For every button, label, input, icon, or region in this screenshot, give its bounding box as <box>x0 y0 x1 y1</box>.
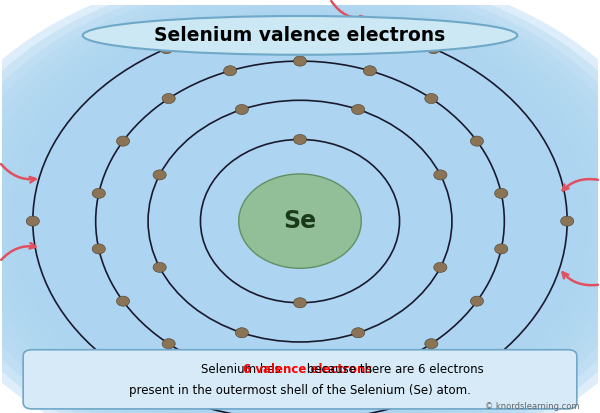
Text: 6 valence electrons: 6 valence electrons <box>242 363 372 376</box>
Ellipse shape <box>0 4 600 413</box>
Ellipse shape <box>92 244 106 254</box>
Text: Selenium valence electrons: Selenium valence electrons <box>154 26 446 45</box>
Ellipse shape <box>162 93 175 104</box>
Text: because there are 6 electrons: because there are 6 electrons <box>303 363 484 376</box>
Ellipse shape <box>352 328 365 338</box>
Ellipse shape <box>83 16 517 55</box>
Ellipse shape <box>116 296 130 306</box>
Ellipse shape <box>470 136 484 146</box>
Ellipse shape <box>427 389 440 399</box>
Ellipse shape <box>293 376 307 386</box>
Ellipse shape <box>560 216 574 226</box>
Ellipse shape <box>224 366 236 377</box>
Ellipse shape <box>26 216 40 226</box>
FancyBboxPatch shape <box>23 350 577 409</box>
Text: present in the outermost shell of the Selenium (Se) atom.: present in the outermost shell of the Se… <box>129 384 471 396</box>
Ellipse shape <box>235 328 248 338</box>
Ellipse shape <box>494 244 508 254</box>
Text: Se: Se <box>283 209 317 233</box>
Text: © knordslearning.com: © knordslearning.com <box>485 402 580 411</box>
Ellipse shape <box>425 339 438 349</box>
Ellipse shape <box>427 43 440 54</box>
Ellipse shape <box>160 43 173 54</box>
Ellipse shape <box>10 10 590 413</box>
Ellipse shape <box>352 104 365 114</box>
Ellipse shape <box>160 389 173 399</box>
Ellipse shape <box>153 262 166 273</box>
Ellipse shape <box>224 66 236 76</box>
Ellipse shape <box>293 135 307 145</box>
Ellipse shape <box>92 188 106 198</box>
Ellipse shape <box>116 136 130 146</box>
Ellipse shape <box>364 66 376 76</box>
Text: Selenium has: Selenium has <box>201 363 285 376</box>
Ellipse shape <box>162 339 175 349</box>
Ellipse shape <box>239 174 361 268</box>
Ellipse shape <box>494 188 508 198</box>
Ellipse shape <box>470 296 484 306</box>
Ellipse shape <box>425 93 438 104</box>
Ellipse shape <box>434 262 447 273</box>
Ellipse shape <box>364 366 376 377</box>
Ellipse shape <box>434 170 447 180</box>
Ellipse shape <box>153 170 166 180</box>
Ellipse shape <box>293 56 307 66</box>
Ellipse shape <box>293 298 307 308</box>
Ellipse shape <box>235 104 248 114</box>
